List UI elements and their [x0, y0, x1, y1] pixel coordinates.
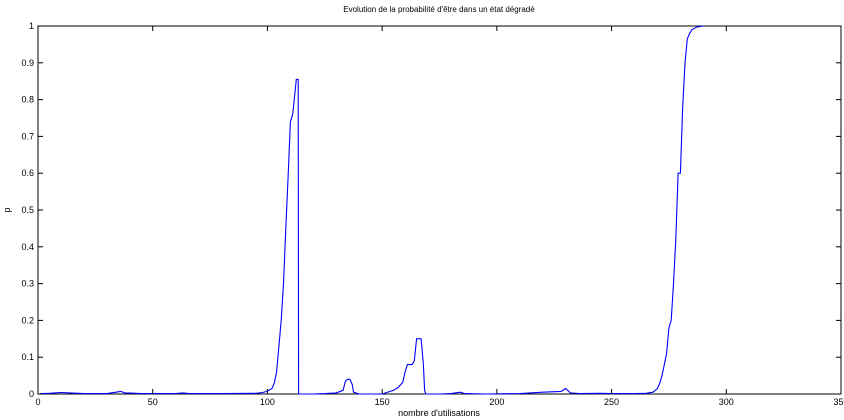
- y-tick-label: 0: [29, 389, 34, 399]
- y-axis-label: p: [2, 207, 12, 212]
- y-tick-label: 0.1: [21, 352, 34, 362]
- x-tick-label: 200: [489, 397, 504, 407]
- y-tick-label: 0.9: [21, 58, 34, 68]
- y-tick-label: 0.3: [21, 279, 34, 289]
- x-tick-label: 100: [260, 397, 275, 407]
- y-tick-label: 0.4: [21, 242, 34, 252]
- x-tick-label: 350: [833, 397, 844, 407]
- chart-title: Evolution de la probabilité d'être dans …: [343, 5, 535, 14]
- y-tick-label: 0.5: [21, 205, 34, 215]
- y-axis: 0 0.1 0.2 0.3 0.4 0.5 0.6 0.7 0.8 0.9 1: [21, 21, 841, 399]
- plot-frame: [37, 25, 842, 395]
- x-axis-label: nombre d'utilisations: [398, 408, 480, 418]
- x-tick-label: 300: [719, 397, 734, 407]
- y-tick-label: 0.7: [21, 131, 34, 141]
- x-tick-label: 150: [375, 397, 390, 407]
- plot-area: [37, 25, 842, 395]
- y-tick-label: 0.2: [21, 315, 34, 325]
- x-tick-label: 50: [148, 397, 158, 407]
- y-tick-label: 0.8: [21, 95, 34, 105]
- x-tick-label: 0: [35, 397, 40, 407]
- x-tick-label: 250: [604, 397, 619, 407]
- x-axis: 0 50 100 150 200 250 300 350: [35, 26, 844, 407]
- probability-series-line: [40, 25, 704, 395]
- y-tick-label: 0.6: [21, 168, 34, 178]
- y-tick-label: 1: [29, 21, 34, 31]
